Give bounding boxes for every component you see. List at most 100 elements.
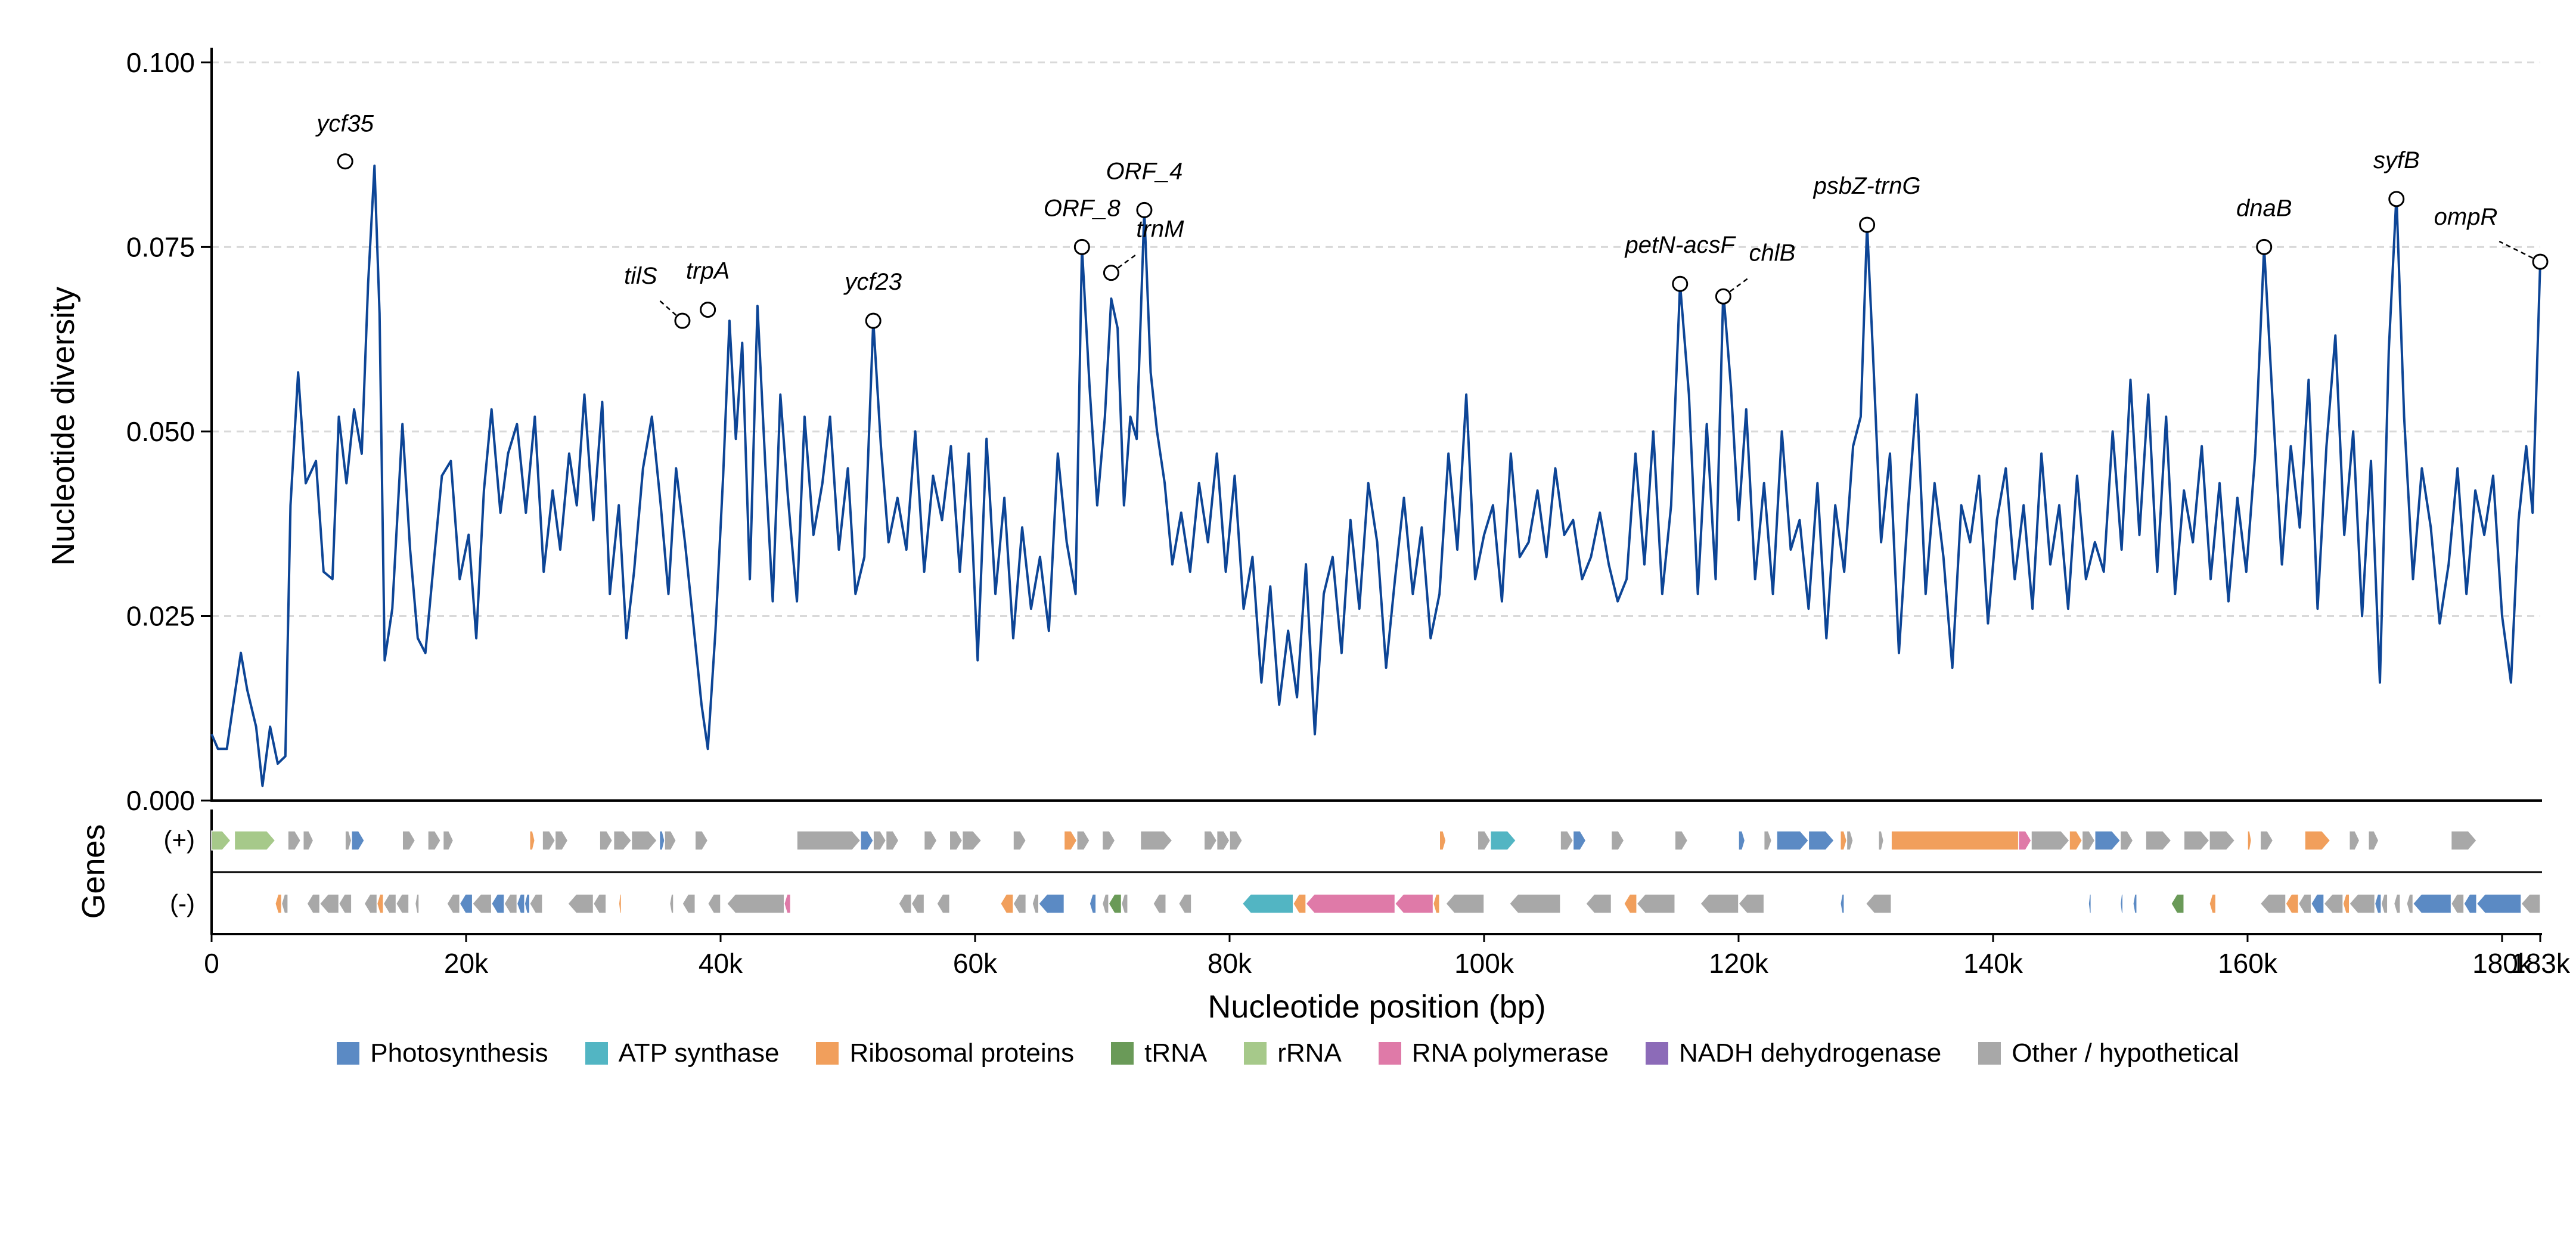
gene-arrow-plus <box>554 830 569 851</box>
gene-arrow-plus <box>949 830 963 851</box>
gene-arrow-plus <box>1572 830 1587 851</box>
gene-arrow-minus <box>2393 894 2401 914</box>
gene-arrow-minus <box>1585 894 1612 914</box>
gene-arrow-plus <box>885 830 899 851</box>
gene-arrow-minus <box>2298 894 2312 914</box>
gene-arrow-plus <box>873 830 887 851</box>
gene-arrow-minus <box>1509 894 1561 914</box>
gene-arrow-minus <box>414 894 420 914</box>
gene-arrow-minus <box>682 894 696 914</box>
legend-swatch <box>1645 1042 1668 1065</box>
gene-arrow-plus <box>2260 830 2274 851</box>
gene-arrow-minus <box>281 894 288 914</box>
gene-arrow-plus <box>442 830 454 851</box>
legend-item-photosynthesis: Photosynthesis <box>337 1038 548 1068</box>
gene-arrow-minus <box>376 894 384 914</box>
gene-arrow-minus <box>2310 894 2324 914</box>
gene-arrow-minus <box>2412 894 2452 914</box>
gene-arrow-plus <box>2031 830 2071 851</box>
gene-arrow-minus <box>274 894 283 914</box>
legend-label: tRNA <box>1144 1038 1208 1068</box>
gene-arrow-plus <box>2069 830 2083 851</box>
gene-arrow-plus <box>923 830 938 851</box>
gene-arrow-minus <box>1865 894 1892 914</box>
gene-arrow-minus <box>1032 894 1039 914</box>
gene-arrow-plus <box>2145 830 2172 851</box>
gene-arrow-minus <box>491 894 505 914</box>
y-tick-label: 0.075 <box>126 231 195 262</box>
y-tick-label: 0.025 <box>126 600 195 631</box>
gene-track-title: Genes <box>76 824 111 919</box>
legend-swatch <box>1378 1042 1401 1065</box>
gene-arrow-minus <box>936 894 951 914</box>
x-tick-label: 100k <box>1454 948 1514 979</box>
gene-arrow-minus <box>446 894 461 914</box>
gene-arrow-minus <box>707 894 721 914</box>
peak-label: chlB <box>1749 240 1795 266</box>
gene-arrow-minus <box>2476 894 2522 914</box>
gene-arrow-plus <box>631 830 658 851</box>
peak-marker <box>674 312 691 329</box>
axis-labels: Nucleotide diversity Nucleotide position… <box>45 287 1546 1025</box>
gene-arrow-plus <box>1140 830 1173 851</box>
y-tick-label: 0.000 <box>126 785 195 816</box>
nucleotide-diversity-chart: 0.000 0.025 0.050 0.075 0.100 0 20k 40k 60k 80k 10… <box>45 47 2571 1025</box>
gene-arrow-minus <box>2348 894 2376 914</box>
y-tick-label: 0.050 <box>126 416 195 447</box>
gene-arrow-minus <box>567 894 594 914</box>
gene-arrow-plus <box>1738 830 1746 851</box>
gene-arrow-plus <box>2018 830 2032 851</box>
legend-swatch <box>585 1042 608 1065</box>
peak-leader-line <box>1110 252 1139 274</box>
peak-label: tilS <box>624 263 657 289</box>
x-tick-label: 60k <box>953 948 998 979</box>
gene-arrow-plus <box>1489 830 1517 851</box>
legend-label: Other / hypothetical <box>2012 1038 2239 1068</box>
gene-arrow-minus <box>1292 894 1306 914</box>
gene-arrow-minus <box>2088 894 2092 914</box>
gene-arrow-plus <box>351 830 365 851</box>
gene-arrow-plus <box>2450 830 2478 851</box>
gene-arrow-plus <box>427 830 442 851</box>
gene-arrow-plus <box>211 830 232 851</box>
y-tick-label: 0.100 <box>126 47 195 78</box>
legend-item-rna-polymerase: RNA polymerase <box>1378 1038 1609 1068</box>
x-axis-title: Nucleotide position (bp) <box>1208 989 1545 1025</box>
gene-arrow-minus <box>504 894 518 914</box>
gene-arrow-minus <box>2119 894 2124 914</box>
gene-arrow-minus <box>2342 894 2350 914</box>
peak-marker <box>1859 216 1876 233</box>
peak-label: ycf23 <box>843 269 902 295</box>
y-axis-title: Nucleotide diversity <box>45 287 81 566</box>
gene-arrow-minus <box>1305 894 1396 914</box>
gene-arrow-plus <box>2094 830 2121 851</box>
gene-arrow-minus <box>911 894 925 914</box>
gene-arrow-plus <box>1063 830 1078 851</box>
legend-item-ribosomal-proteins: Ribosomal proteins <box>816 1038 1074 1068</box>
gene-arrow-plus <box>1776 830 1810 851</box>
legend: Photosynthesis ATP synthase Ribosomal pr… <box>0 1038 2576 1068</box>
gene-arrow-minus <box>471 894 492 914</box>
gene-arrow-minus <box>383 894 397 914</box>
gene-arrow-minus <box>1394 894 1434 914</box>
peak-label: ORF_8 <box>1044 195 1121 221</box>
x-tick-label: 180k <box>2472 948 2532 979</box>
x-tick-label: 20k <box>444 948 489 979</box>
x-tick-label: 120k <box>1709 948 1769 979</box>
gene-arrow-plus <box>1477 830 1491 851</box>
gene-arrow-plus <box>1763 830 1773 851</box>
legend-label: NADH dehydrogenase <box>1678 1038 1942 1068</box>
gene-arrow-minus <box>1636 894 1675 914</box>
gene-arrow-minus <box>1840 894 1845 914</box>
x-tick-label: 0 <box>204 948 219 979</box>
gene-arrow-minus <box>516 894 525 914</box>
strand-label-plus: (+) <box>164 826 195 854</box>
gene-arrow-minus <box>2381 894 2388 914</box>
peak-label: ompR <box>2434 204 2498 230</box>
gene-arrow-minus <box>1445 894 1485 914</box>
gene-arrow-plus <box>599 830 613 851</box>
gene-arrow-plus <box>2368 830 2379 851</box>
peak-marker <box>1715 288 1731 305</box>
strand-label-minus: (-) <box>170 889 195 917</box>
peak-label: petN-acsF <box>1625 232 1737 258</box>
